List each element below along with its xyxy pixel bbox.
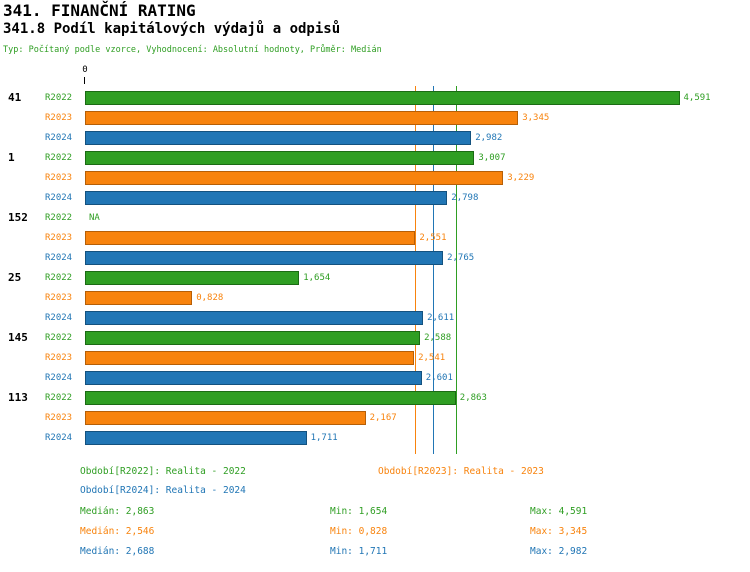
bar-r2023 [85,111,519,125]
value-label-r2024: 2,982 [475,133,503,143]
legend-item-r2024: Období[R2024]: Realita - 2024 [80,485,246,496]
chart-meta-line: Typ: Počítaný podle vzorce, Vyhodnocení:… [3,45,382,55]
stat-max-r2023: Max: 3,345 [530,526,588,537]
legend-item-r2022: Období[R2022]: Realita - 2022 [80,466,246,477]
stat-median-r2024: Medián: 2,688 [80,546,155,557]
median-line-r2022 [455,86,457,454]
bar-r2022 [85,331,421,345]
stat-max-r2022: Max: 4,591 [530,506,588,517]
bar-r2024 [85,311,424,325]
value-label-r2023: 2,551 [419,233,447,243]
chart-subtitle: 341.8 Podíl kapitálových výdajů a odpisů [3,21,341,37]
value-label-r2023: 3,229 [507,173,535,183]
value-label-r2023: 2,167 [369,413,397,423]
stat-min-r2023: Min: 0,828 [330,526,388,537]
stat-min-r2024: Min: 1,711 [330,546,388,557]
series-label-r2022: R2022 [45,333,73,343]
series-label-r2023: R2023 [45,113,73,123]
bar-r2024 [85,131,472,145]
median-line-r2023 [414,86,416,454]
plot-area: 41 R2022 4,591 R2023 3,345 R2024 2,982 1 R2022 3,… [0,84,750,456]
median-line-r2024 [433,86,435,454]
bar-r2024 [85,431,307,445]
group-label-1: 1 [8,151,15,164]
value-label-r2022: 2,588 [424,333,452,343]
bar-r2023 [85,351,415,365]
group-label-25: 25 [8,271,22,284]
stat-max-r2024: Max: 2,982 [530,546,588,557]
series-label-r2022: R2022 [45,213,73,223]
na-label: NA [89,213,100,223]
chart-title: 341. FINANČNÍ RATING [3,1,196,20]
series-label-r2024: R2024 [45,133,73,143]
series-label-r2024: R2024 [45,313,73,323]
bar-r2022 [85,91,680,105]
series-label-r2022: R2022 [45,93,73,103]
bar-r2022 [85,151,475,165]
series-label-r2023: R2023 [45,413,73,423]
bar-r2022 [85,271,300,285]
bar-r2024 [85,371,422,385]
series-label-r2023: R2023 [45,353,73,363]
bar-r2023 [85,231,416,245]
stat-median-r2022: Medián: 2,863 [80,506,155,517]
group-label-145: 145 [8,331,28,344]
value-label-r2023: 2,541 [418,353,446,363]
legend-item-r2023: Období[R2023]: Realita - 2023 [378,466,544,477]
value-label-r2024: 1,711 [310,433,338,443]
series-label-r2022: R2022 [45,153,73,163]
value-label-r2023: 0,828 [196,293,224,303]
series-label-r2023: R2023 [45,233,73,243]
bar-r2023 [85,171,504,185]
value-label-r2024: 2,765 [447,253,475,263]
series-label-r2024: R2024 [45,193,73,203]
group-label-113: 113 [8,391,28,404]
x-axis-zero-tick [84,77,85,84]
series-label-r2024: R2024 [45,373,73,383]
value-label-r2023: 3,345 [522,113,550,123]
series-label-r2022: R2022 [45,273,73,283]
bar-r2023 [85,411,366,425]
series-label-r2023: R2023 [45,173,73,183]
value-label-r2022: 1,654 [303,273,331,283]
series-label-r2024: R2024 [45,253,73,263]
value-label-r2024: 2,611 [427,313,455,323]
series-label-r2022: R2022 [45,393,73,403]
group-label-41: 41 [8,91,22,104]
value-label-r2022: 4,591 [683,93,711,103]
stat-median-r2023: Medián: 2,546 [80,526,155,537]
x-axis-zero-label: 0 [82,65,88,75]
bar-r2024 [85,251,444,265]
value-label-r2022: 2,863 [459,393,487,403]
value-label-r2022: 3,007 [478,153,506,163]
bar-r2024 [85,191,448,205]
bar-r2023 [85,291,193,305]
value-label-r2024: 2,601 [425,373,453,383]
stat-min-r2022: Min: 1,654 [330,506,388,517]
bar-r2022 [85,391,456,405]
series-label-r2024: R2024 [45,433,73,443]
value-label-r2024: 2,798 [451,193,479,203]
series-label-r2023: R2023 [45,293,73,303]
group-label-152: 152 [8,211,28,224]
